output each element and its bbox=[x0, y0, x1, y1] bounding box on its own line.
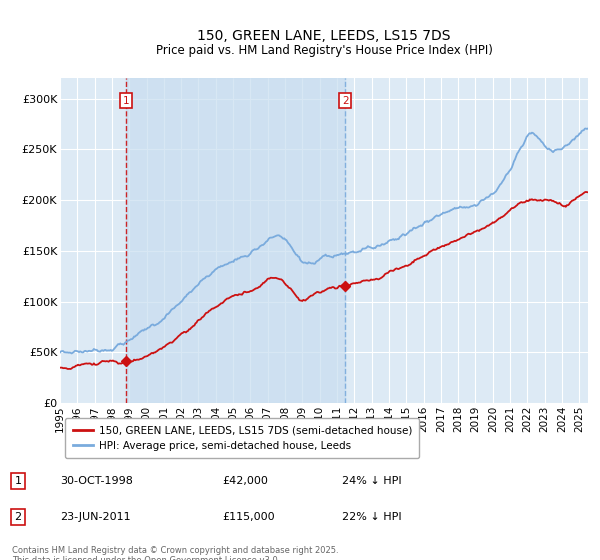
Text: 24% ↓ HPI: 24% ↓ HPI bbox=[342, 476, 401, 486]
Text: 1: 1 bbox=[14, 476, 22, 486]
Text: 23-JUN-2011: 23-JUN-2011 bbox=[60, 512, 131, 522]
Text: Contains HM Land Registry data © Crown copyright and database right 2025.
This d: Contains HM Land Registry data © Crown c… bbox=[12, 546, 338, 560]
Text: 1: 1 bbox=[123, 96, 130, 106]
Legend: 150, GREEN LANE, LEEDS, LS15 7DS (semi-detached house), HPI: Average price, semi: 150, GREEN LANE, LEEDS, LS15 7DS (semi-d… bbox=[65, 418, 419, 458]
Text: 2: 2 bbox=[14, 512, 22, 522]
Text: 22% ↓ HPI: 22% ↓ HPI bbox=[342, 512, 401, 522]
Text: 30-OCT-1998: 30-OCT-1998 bbox=[60, 476, 133, 486]
Text: 150, GREEN LANE, LEEDS, LS15 7DS: 150, GREEN LANE, LEEDS, LS15 7DS bbox=[197, 29, 451, 44]
Text: 2: 2 bbox=[342, 96, 349, 106]
Text: Price paid vs. HM Land Registry's House Price Index (HPI): Price paid vs. HM Land Registry's House … bbox=[155, 44, 493, 57]
Text: £115,000: £115,000 bbox=[222, 512, 275, 522]
Text: £42,000: £42,000 bbox=[222, 476, 268, 486]
Bar bbox=[127, 78, 345, 403]
